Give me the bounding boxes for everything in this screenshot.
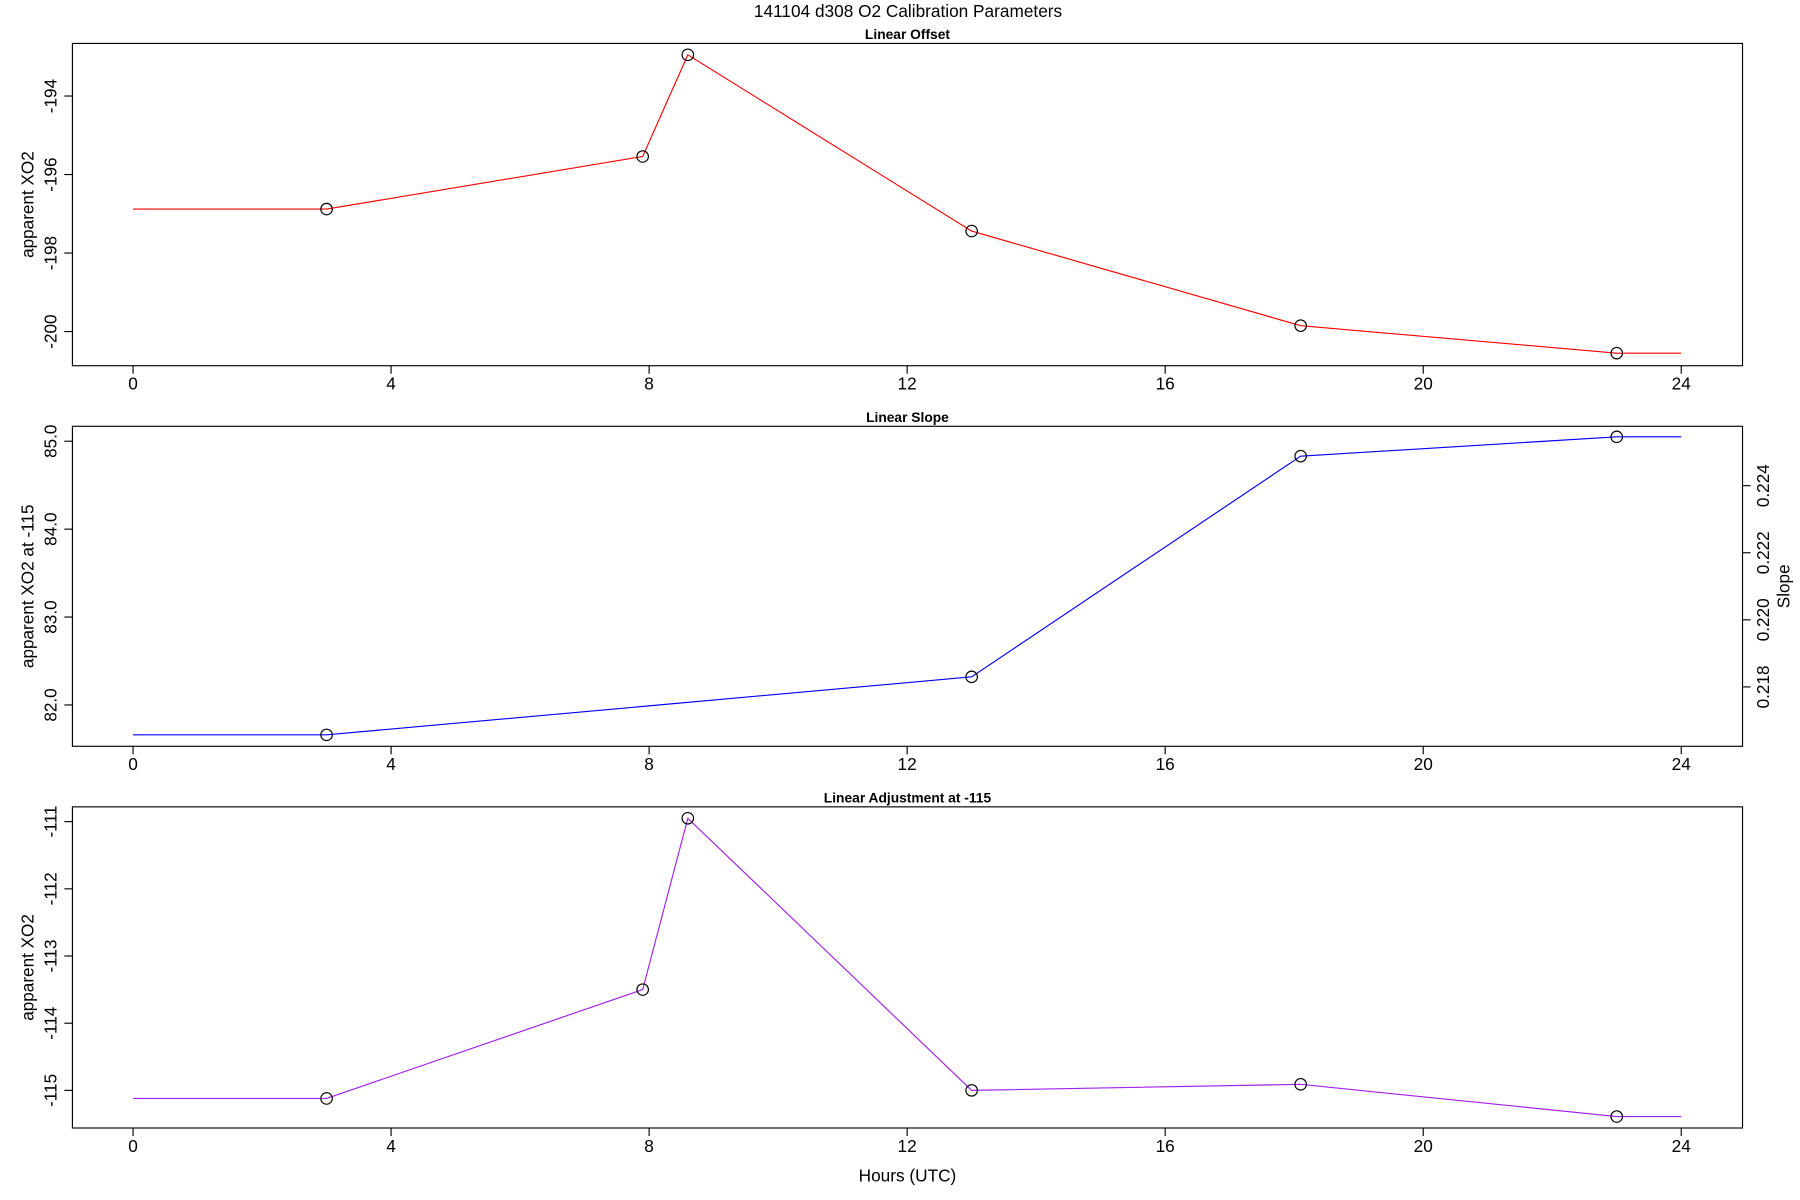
y-axis-label: apparent XO2 at -115 bbox=[17, 505, 37, 669]
data-point bbox=[1294, 1078, 1307, 1091]
data-point bbox=[1610, 430, 1624, 444]
panel-title: Linear Adjustment at -115 bbox=[824, 791, 992, 806]
y-tick-label: 82.0 bbox=[40, 688, 60, 721]
y-tick-label: 83.0 bbox=[40, 600, 60, 633]
x-tick-label: 12 bbox=[898, 374, 917, 394]
x-tick-label: 20 bbox=[1414, 1136, 1433, 1156]
x-tick-label: 12 bbox=[898, 754, 917, 774]
y-tick-label: 84.0 bbox=[40, 512, 60, 545]
data-point bbox=[681, 48, 695, 62]
y-axis-label: apparent XO2 bbox=[17, 914, 37, 1021]
y-tick-label: -200 bbox=[40, 314, 60, 348]
data-line bbox=[133, 817, 1682, 1118]
y-axis-label: apparent XO2 bbox=[17, 151, 37, 258]
x-tick-label: 16 bbox=[1156, 754, 1175, 774]
y-tick-label: -196 bbox=[40, 157, 60, 191]
x-tick-label: 8 bbox=[644, 754, 654, 774]
y-tick-label: -198 bbox=[40, 236, 60, 270]
x-tick-label: 24 bbox=[1672, 754, 1692, 774]
x-tick-label: 0 bbox=[128, 374, 138, 394]
data-point bbox=[636, 150, 649, 163]
data-point bbox=[1610, 346, 1624, 360]
y-tick-label: -194 bbox=[40, 78, 60, 113]
y-tick-label: -114 bbox=[40, 1006, 60, 1039]
data-point bbox=[1294, 319, 1307, 332]
x-tick-label: 16 bbox=[1156, 374, 1175, 394]
y-tick-label: 85.0 bbox=[40, 425, 60, 458]
panel-title: Linear Slope bbox=[866, 410, 949, 425]
data-point bbox=[965, 670, 978, 684]
data-line bbox=[133, 436, 1682, 736]
panel-title: Linear Offset bbox=[865, 27, 950, 42]
page-title: 141104 d308 O2 Calibration Parameters bbox=[754, 1, 1062, 21]
x-tick-label: 4 bbox=[386, 1136, 396, 1156]
x-tick-label: 0 bbox=[128, 754, 138, 774]
data-point bbox=[965, 224, 978, 238]
y-tick-label: -113 bbox=[40, 939, 60, 972]
x-tick-label: 8 bbox=[644, 1136, 654, 1156]
x-tick-label: 4 bbox=[386, 374, 396, 394]
x-tick-label: 4 bbox=[386, 754, 396, 774]
y2-tick-label: 0.222 bbox=[1753, 531, 1773, 574]
y2-tick-label: 0.220 bbox=[1753, 598, 1773, 641]
data-point bbox=[681, 811, 695, 825]
y-tick-label: -115 bbox=[40, 1074, 60, 1107]
data-point bbox=[320, 202, 333, 216]
x-tick-label: 8 bbox=[644, 374, 654, 394]
data-line bbox=[133, 53, 1682, 354]
x-tick-label: 24 bbox=[1672, 1136, 1692, 1156]
y-tick-label: -112 bbox=[40, 872, 60, 905]
x-tick-label: 16 bbox=[1156, 1136, 1175, 1156]
x-axis-label: Hours (UTC) bbox=[859, 1166, 957, 1186]
data-point bbox=[1294, 449, 1307, 463]
x-tick-label: 12 bbox=[898, 1136, 917, 1156]
data-point bbox=[320, 728, 333, 742]
data-point bbox=[320, 1092, 333, 1105]
y2-tick-label: 0.224 bbox=[1753, 464, 1773, 507]
x-tick-label: 24 bbox=[1672, 374, 1692, 394]
data-point bbox=[1610, 1110, 1624, 1123]
data-point bbox=[636, 983, 649, 996]
x-tick-label: 20 bbox=[1414, 374, 1433, 394]
x-tick-label: 0 bbox=[128, 1136, 138, 1156]
y2-axis-label: Slope bbox=[1774, 564, 1794, 608]
y-tick-label: -111 bbox=[40, 806, 60, 838]
y2-tick-label: 0.218 bbox=[1753, 665, 1773, 708]
data-point bbox=[965, 1084, 978, 1097]
x-tick-label: 20 bbox=[1414, 754, 1433, 774]
